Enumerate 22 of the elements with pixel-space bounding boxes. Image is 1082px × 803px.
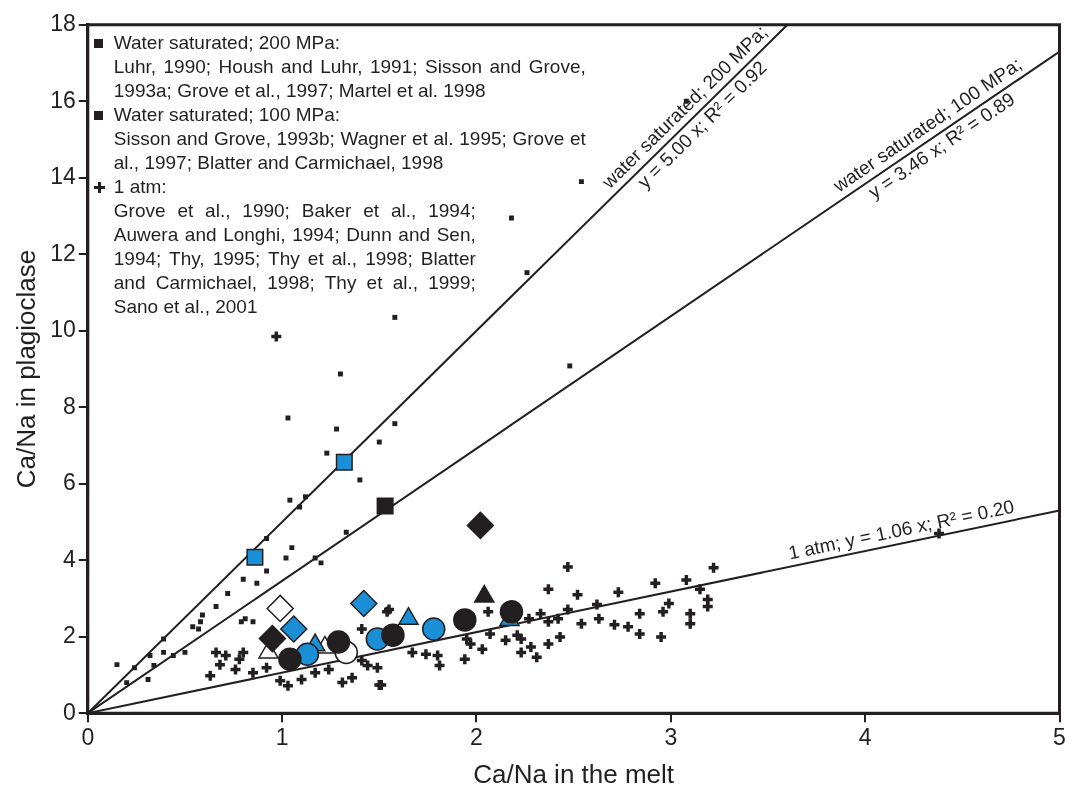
legend-label: 1 atm: Grove et al., 1990; Baker et al., 1994; Auwera and Longhi, 1994; Dunn and Sen, 1994; Thy, 1995; Thy et al., 1998; Blatter and Carmichael, 1998; Thy et al., 1999; Sano et al., 2001 <box>113 174 476 319</box>
y-tick-label: 10 <box>50 316 76 343</box>
legend-label: Water saturated; 100 MPa: Sisson and Grove, 1993b; Wagner et al. 1995; Grove et al., 1997; Blatter and Carmichael, 1998 <box>113 102 586 175</box>
y-tick-label: 14 <box>50 163 76 190</box>
x-tick-label: 1 <box>275 724 289 751</box>
x-tick-label: 2 <box>470 724 483 751</box>
y-tick-label: 4 <box>62 545 76 572</box>
y-axis-title: Ca/Na in plagioclase <box>10 249 41 489</box>
y-tick-label: 2 <box>62 622 76 649</box>
legend-label: Water saturated; 200 MPa: Luhr, 1990; Housh and Luhr, 1991; Sisson and Grove, 1993a; Grove et al., 1997; Martel et al. 1998 <box>113 30 586 103</box>
x-tick-label: 0 <box>81 724 95 751</box>
x-tick-label: 5 <box>1053 724 1066 751</box>
y-tick-label: 16 <box>50 86 76 113</box>
x-axis-title: Ca/Na in the melt <box>473 758 675 789</box>
annotation: 1 atm; y = 1.06 x; R² = 0.20 <box>786 495 1016 564</box>
y-tick-label: 12 <box>50 239 76 266</box>
x-tick-label: 3 <box>664 724 678 751</box>
y-tick-label: 18 <box>50 10 76 37</box>
x-tick-label: 4 <box>858 724 872 751</box>
y-tick-label: 8 <box>62 392 76 419</box>
y-tick-label: 6 <box>62 469 76 496</box>
y-tick-label: 0 <box>62 698 76 725</box>
